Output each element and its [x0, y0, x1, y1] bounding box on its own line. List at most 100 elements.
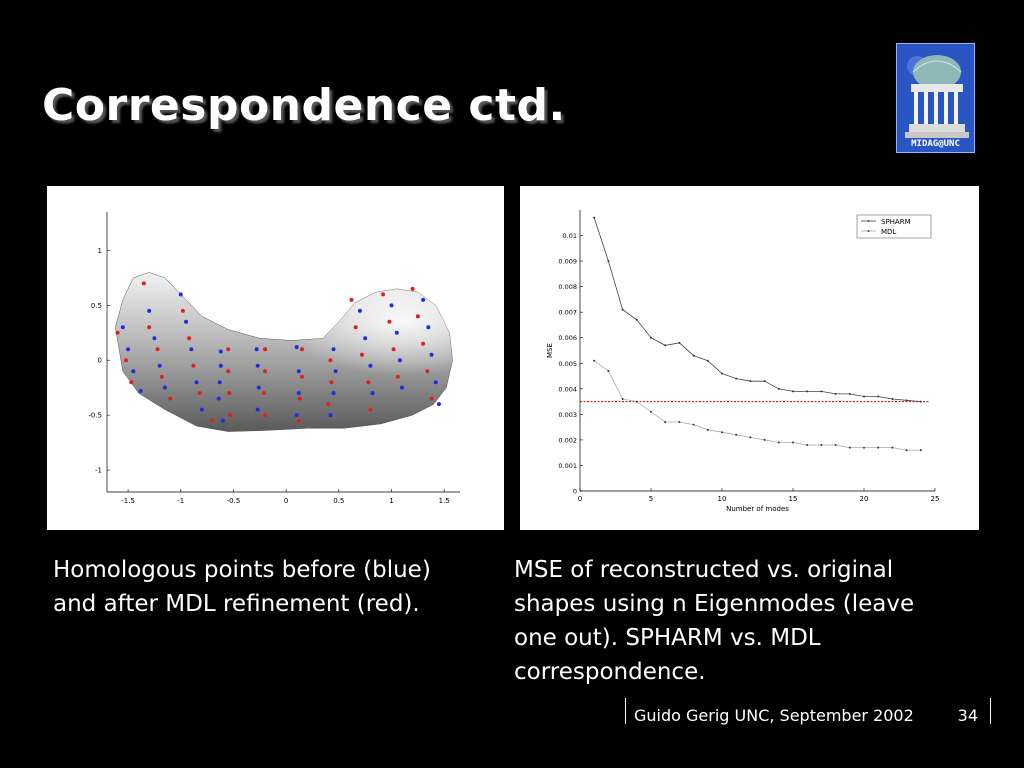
point-after-red: [155, 347, 160, 352]
point-mdl: [877, 446, 880, 449]
caption-left-line: and after MDL refinement (red).: [53, 591, 420, 617]
y-tick-label: 0: [98, 357, 102, 365]
series-line-spharm: [593, 217, 921, 402]
point-after-red: [328, 358, 333, 363]
caption-right-line: correspondence.: [514, 659, 706, 685]
point-before-blue: [296, 369, 301, 374]
point-spharm: [806, 390, 809, 393]
point-before-blue: [328, 413, 333, 418]
point-before-blue: [363, 336, 368, 341]
x-tick-label: -1.5: [121, 497, 135, 505]
point-before-blue: [426, 325, 431, 330]
point-after-red: [147, 325, 152, 330]
point-before-blue: [294, 345, 299, 350]
x-tick-label: 0: [578, 495, 582, 503]
point-spharm: [763, 380, 766, 383]
footer-text: Guido Gerig UNC, September 2002: [634, 706, 914, 725]
point-mdl: [777, 441, 780, 444]
caption-right-line: MSE of reconstructed vs. original: [514, 557, 894, 583]
point-after-red: [349, 297, 354, 302]
point-spharm: [848, 392, 851, 395]
point-spharm: [863, 395, 865, 398]
point-after-red: [299, 347, 304, 352]
point-before-blue: [126, 347, 131, 352]
point-before-blue: [255, 363, 260, 368]
x-axis-label: Number of modes: [726, 505, 789, 513]
point-mdl: [763, 438, 766, 441]
point-before-blue: [120, 325, 125, 330]
point-after-red: [360, 352, 365, 357]
point-before-blue: [254, 347, 259, 352]
point-before-blue: [184, 319, 189, 324]
point-after-red: [421, 341, 426, 346]
point-mdl: [735, 433, 738, 436]
point-after-red: [210, 418, 215, 423]
caption-right: MSE of reconstructed vs. original shapes…: [514, 553, 974, 689]
chart-legend: SPHARM MDL: [856, 214, 932, 239]
point-after-red: [296, 418, 301, 423]
point-before-blue: [131, 369, 136, 374]
point-before-blue: [256, 385, 261, 390]
point-spharm: [905, 399, 908, 402]
x-tick-label: 15: [789, 495, 798, 503]
point-after-red: [387, 319, 392, 324]
y-tick-label: 0.007: [558, 309, 577, 317]
caption-right-line: shapes using n Eigenmodes (leave: [514, 591, 915, 617]
point-before-blue: [162, 385, 167, 390]
y-tick-label: 0: [573, 488, 577, 496]
point-before-blue: [255, 407, 260, 412]
point-after-red: [180, 308, 185, 313]
point-mdl: [650, 410, 652, 413]
point-after-red: [391, 347, 396, 352]
point-before-blue: [333, 369, 338, 374]
series-line-mdl: [593, 360, 921, 451]
point-after-red: [159, 374, 164, 379]
point-before-blue: [429, 352, 434, 357]
point-before-blue: [421, 297, 426, 302]
legend-mdl: MDL: [881, 228, 896, 236]
point-after-red: [187, 336, 192, 341]
x-tick-label: 0: [284, 497, 288, 505]
point-before-blue: [357, 308, 362, 313]
point-after-red: [329, 380, 334, 385]
point-before-blue: [138, 388, 143, 393]
point-before-blue: [189, 347, 194, 352]
slide-title: Correspondence ctd.: [42, 80, 566, 131]
point-mdl: [749, 436, 752, 439]
caption-right-line: one out). SPHARM vs. MDL: [514, 625, 821, 651]
point-after-red: [299, 374, 304, 379]
point-after-red: [381, 292, 386, 297]
point-spharm: [607, 260, 610, 263]
point-mdl: [621, 398, 624, 401]
point-spharm: [877, 395, 880, 398]
point-after-red: [368, 407, 373, 412]
point-spharm: [706, 359, 709, 362]
point-after-red: [410, 286, 415, 291]
x-tick-label: 1: [389, 497, 393, 505]
point-before-blue: [368, 363, 373, 368]
point-after-red: [395, 374, 400, 379]
point-after-red: [129, 380, 134, 385]
point-before-blue: [433, 380, 438, 385]
point-before-blue: [331, 391, 336, 396]
point-spharm: [721, 372, 723, 375]
point-mdl: [905, 449, 908, 452]
point-after-red: [168, 396, 173, 401]
point-after-red: [226, 347, 231, 352]
point-mdl: [848, 446, 851, 449]
point-mdl: [806, 444, 809, 447]
point-mdl: [664, 421, 667, 424]
point-after-red: [415, 314, 420, 319]
y-tick-label: 1: [98, 247, 102, 255]
point-spharm: [621, 308, 624, 311]
point-spharm: [692, 354, 695, 357]
mse-line-chart: 0 5 10 15 20 25 0 0.001 0.002 0.003 0.004 0.005 0.00…: [546, 210, 939, 513]
point-spharm: [749, 380, 752, 383]
y-tick-label: 0.001: [558, 462, 577, 470]
point-after-red: [353, 325, 358, 330]
point-spharm: [678, 341, 681, 344]
point-after-red: [262, 391, 267, 396]
point-before-blue: [147, 308, 152, 313]
point-before-blue: [389, 303, 394, 308]
y-tick-label: 0.002: [558, 436, 577, 444]
